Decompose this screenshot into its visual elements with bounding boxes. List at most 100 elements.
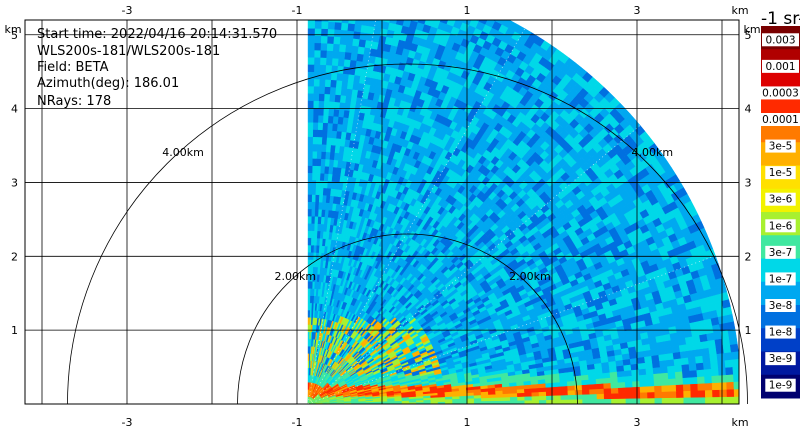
sector-cell [660,372,669,380]
sector-cell [719,389,728,398]
sector-cell [625,398,634,404]
sector-cell [384,7,392,15]
sector-cell [725,373,735,383]
sector-cell [688,362,697,371]
sector-cell [625,392,634,399]
sector-cell [632,386,641,393]
sector-cell [653,372,662,381]
sector-cell [624,381,633,388]
sector-cell [719,396,728,404]
sector-cell [431,0,440,5]
sector-cell [610,376,619,384]
sector-cell [397,10,405,19]
sector-cell [545,390,554,396]
sector-cell [667,365,676,373]
sector-cell [695,355,704,364]
sector-cell [694,348,703,357]
sector-cell [546,395,554,401]
sector-cell [370,4,378,12]
sector-cell [392,1,401,10]
sector-cell [510,400,518,404]
sector-cell [676,397,685,404]
sector-cell [560,394,569,400]
sector-cell [710,360,719,370]
sector-cell [710,367,720,377]
sector-cell [610,382,619,389]
sector-cell [617,381,626,389]
sector-cell [351,37,360,47]
sector-cell [661,384,670,392]
sector-cell [712,389,721,398]
sector-cell [495,400,504,404]
sector-cell [451,3,460,12]
sector-cell [623,369,633,377]
sector-cell [646,385,655,393]
sector-cell [719,381,728,390]
sector-cell [350,52,358,61]
sector-cell [582,398,591,404]
sector-cell [509,396,518,401]
sector-cell [375,20,377,21]
sector-cell [618,392,627,399]
sector-cell [638,368,647,376]
sector-cell [361,20,370,27]
sector-cell [625,386,634,394]
sector-cell [567,389,576,396]
sector-cell [588,378,597,385]
sector-cell [646,379,655,387]
sector-cell [581,384,590,390]
sector-cell [679,350,689,359]
sector-cell [705,396,713,404]
sector-cell [363,3,371,11]
sector-cell [701,347,710,356]
sector-cell [674,370,684,379]
sector-cell [546,399,554,404]
sector-cell [659,365,669,374]
sector-cell [724,359,733,368]
sector-cell [359,31,368,41]
sector-cell [707,339,717,348]
sector-cell [689,369,698,378]
sector-cell [440,0,449,1]
sector-cell [639,391,648,399]
sector-cell [589,388,598,395]
sector-cell [690,383,699,391]
sector-cell [560,385,569,392]
sector-cell [644,361,654,369]
sector-cell [697,389,706,398]
sector-cell [488,397,497,402]
sector-cell [531,395,540,401]
sector-cell [517,392,525,397]
sector-cell [356,10,364,18]
sector-cell [686,349,696,358]
sector-cell [681,363,690,372]
sector-cell [716,352,726,362]
sector-cell [595,377,604,385]
sector-cell [447,0,456,3]
sector-cell [382,20,390,23]
sector-cell [422,1,431,10]
sector-cell [668,397,677,404]
sector-cell [481,397,489,402]
sector-cell [639,380,648,387]
sector-cell [387,0,396,1]
sector-cell [517,399,526,404]
sector-cell [589,398,598,404]
sector-cell [624,375,633,383]
sector-cell [357,0,365,3]
sector-cell [661,397,670,404]
sector-cell [632,380,641,388]
sector-cell [442,8,451,17]
sector-cell [676,390,684,398]
sector-cell [673,357,682,366]
sector-cell [588,383,597,390]
sector-cell [730,350,739,360]
sector-cell [726,388,735,397]
sector-cell [371,0,379,6]
sector-cell [475,5,485,15]
sector-cell [354,20,363,26]
sector-cell [581,379,590,386]
sector-cell [492,20,496,22]
sector-cell [602,377,612,384]
